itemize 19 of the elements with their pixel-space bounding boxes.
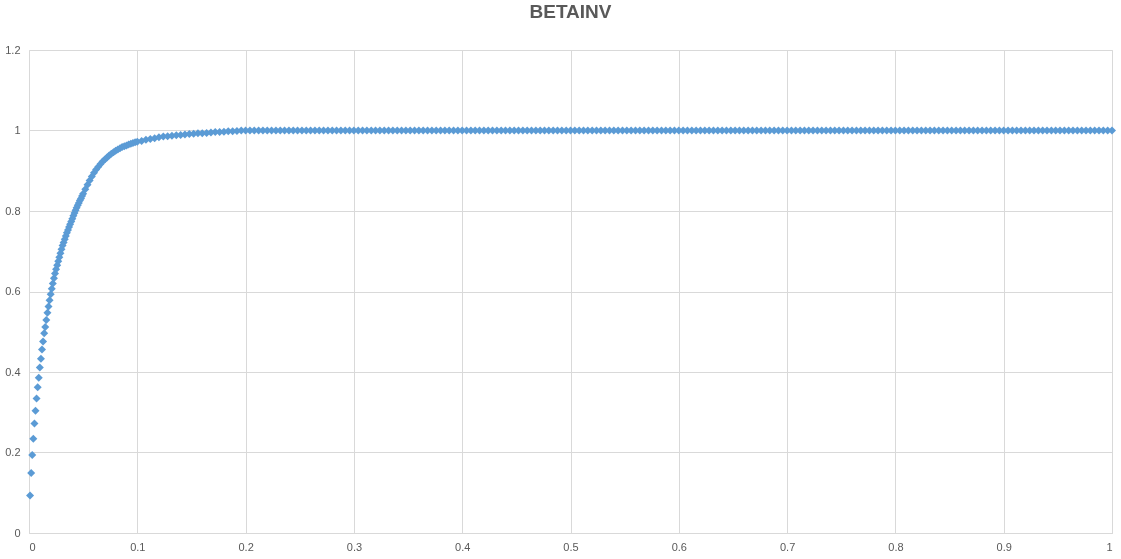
x-tick-label: 0.5 (563, 540, 579, 553)
x-tick-label: 0.4 (455, 540, 471, 553)
x-tick-label: 0.6 (671, 540, 687, 553)
x-tick-label: 0 (29, 540, 36, 553)
x-tick-label: 0.7 (779, 540, 796, 553)
y-tick-label: 0.8 (5, 204, 21, 217)
y-tick-label: 0 (14, 526, 21, 539)
x-tick-label: 1 (1106, 540, 1113, 553)
y-tick-label: 0.4 (5, 365, 21, 378)
y-tick-label: 0.6 (5, 285, 21, 297)
y-tick-label: 1.2 (5, 43, 21, 56)
x-tick-label: 0.1 (130, 540, 146, 553)
x-tick-label: 0.2 (238, 540, 254, 553)
chart-title: BETAINV (529, 1, 612, 22)
x-tick-label: 0.3 (346, 540, 363, 553)
x-tick-label: 0.9 (996, 540, 1012, 553)
y-tick-label: 0.2 (5, 446, 21, 458)
x-tick-label: 0.8 (888, 540, 904, 553)
y-tick-label: 1 (14, 124, 21, 136)
